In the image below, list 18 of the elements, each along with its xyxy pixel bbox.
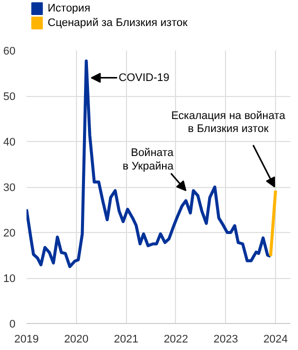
x-tick-label: 2024 [263, 334, 288, 346]
annotation: Ескалация на войната в Близкия изток [171, 110, 286, 135]
x-tick-label: 2022 [164, 334, 188, 346]
legend-label: Сценарий за Близкия изток [48, 17, 188, 29]
y-tick-label: 50 [3, 91, 16, 103]
y-tick-label: 20 [3, 228, 16, 240]
y-tick-label: 30 [3, 182, 16, 194]
y-tick-label: 40 [3, 136, 16, 148]
y-tick-label: 0 [9, 318, 16, 330]
legend-label: История [48, 2, 90, 15]
y-tick-label: 60 [3, 46, 16, 58]
y-tick-label: 10 [3, 273, 16, 285]
x-tick-label: 2019 [14, 334, 39, 346]
annotation: Войната в Украйна [122, 147, 174, 172]
x-tick-label: 2021 [114, 334, 138, 346]
annotation: COVID-19 [118, 72, 170, 84]
x-tick-label: 2020 [64, 334, 89, 346]
x-tick-label: 2023 [214, 334, 238, 346]
